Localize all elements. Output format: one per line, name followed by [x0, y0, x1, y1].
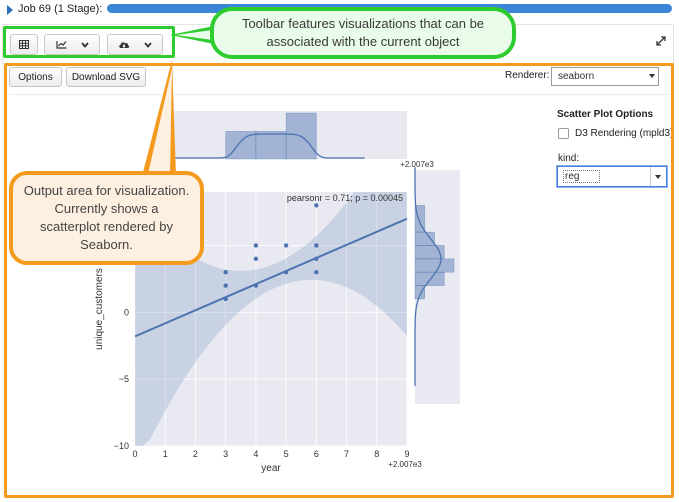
data-point — [223, 296, 228, 302]
x-axis-label: year — [261, 463, 281, 474]
data-point — [314, 270, 319, 275]
data-point — [253, 283, 259, 288]
d3-rendering-label: D3 Rendering (mpld3) — [575, 128, 674, 139]
x-tick-label: 0 — [132, 449, 137, 459]
expand-caret-icon[interactable] — [7, 5, 13, 15]
renderer-select-value: seaborn — [558, 71, 595, 82]
x-tick-label: 2 — [193, 449, 198, 459]
renderer-select[interactable]: seaborn — [551, 67, 659, 86]
data-point — [314, 243, 319, 248]
stats-annotation: pearsonr = 0.71; p = 0.00045 — [287, 193, 403, 203]
renderer-label: Renderer: — [505, 70, 550, 81]
toolbar-callout: Toolbar features visualizations that can… — [210, 7, 516, 59]
x-tick-label: 1 — [163, 449, 168, 459]
right-kde-curve — [414, 167, 442, 386]
download-visualization-button[interactable] — [107, 34, 163, 55]
output-callout: Output area for visualization. Currently… — [9, 171, 204, 265]
select-divider — [650, 167, 651, 186]
y-tick-label: 0 — [124, 307, 129, 317]
top-offset-label: +2.007e3 — [400, 160, 434, 169]
d3-rendering-checkbox[interactable] — [558, 128, 569, 139]
data-point — [314, 203, 319, 208]
scatter-options-title: Scatter Plot Options — [557, 109, 654, 120]
select-arrow-icon — [649, 74, 655, 78]
top-histogram-bar — [285, 112, 317, 160]
kind-select[interactable]: reg — [557, 166, 667, 187]
x-tick-label: 8 — [374, 449, 379, 459]
y-tick-label: −5 — [119, 374, 129, 384]
data-point — [223, 270, 228, 275]
job-label: Job 69 (1 Stage): — [18, 3, 103, 15]
output-callout-text: Output area for visualization. Currently… — [23, 183, 190, 252]
x-tick-label: 9 — [404, 449, 409, 459]
y-tick-label: −10 — [114, 441, 129, 451]
line-chart-icon — [55, 41, 66, 49]
data-point — [283, 243, 289, 248]
expand-icon[interactable] — [654, 34, 668, 48]
table-icon — [19, 40, 29, 49]
top-histogram-bar — [255, 131, 287, 160]
data-point — [223, 283, 228, 288]
right-marginal-area — [415, 170, 460, 404]
x-tick-label: 7 — [344, 449, 349, 459]
data-point — [253, 243, 259, 248]
download-svg-button[interactable]: Download SVG — [66, 67, 146, 87]
y-axis-label: unique_customers — [94, 268, 105, 350]
kind-select-value: reg — [562, 170, 601, 183]
data-point — [314, 256, 319, 262]
options-button[interactable]: Options — [9, 67, 62, 87]
output-callout-pointer — [142, 60, 176, 176]
confidence-band — [135, 192, 407, 446]
regression-line — [134, 217, 408, 338]
kind-label: kind: — [558, 153, 580, 164]
data-point — [283, 270, 289, 275]
chevron-down-icon — [80, 41, 89, 48]
toolbar-callout-pointer — [170, 26, 216, 44]
data-point — [253, 256, 259, 262]
x-offset-label: +2.007e3 — [388, 460, 422, 469]
toolbar-callout-text: Toolbar features visualizations that can… — [241, 16, 485, 49]
x-tick-label: 5 — [284, 449, 289, 459]
chevron-down-icon — [144, 41, 152, 48]
table-view-button[interactable] — [10, 34, 38, 55]
toolbar-highlight — [3, 26, 175, 58]
x-tick-label: 4 — [253, 449, 258, 459]
divider — [9, 94, 669, 95]
top-kde-curve — [165, 133, 365, 159]
chart-visualization-button[interactable] — [44, 34, 100, 55]
cloud-download-icon — [119, 42, 130, 49]
right-histogram-bar — [414, 205, 426, 233]
select-arrow-icon — [655, 175, 661, 179]
output-highlight — [4, 63, 674, 498]
x-tick-label: 6 — [314, 449, 319, 459]
x-tick-label: 3 — [223, 449, 228, 459]
